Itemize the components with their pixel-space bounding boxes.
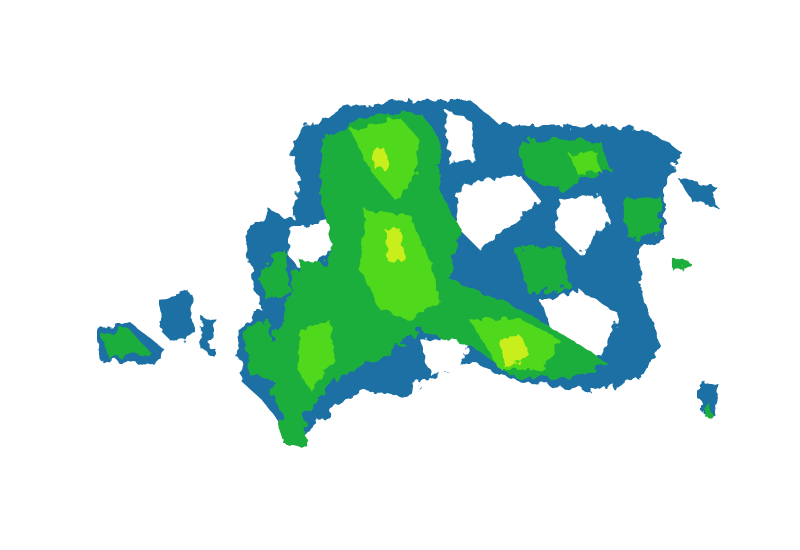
echo-intense xyxy=(372,148,530,368)
